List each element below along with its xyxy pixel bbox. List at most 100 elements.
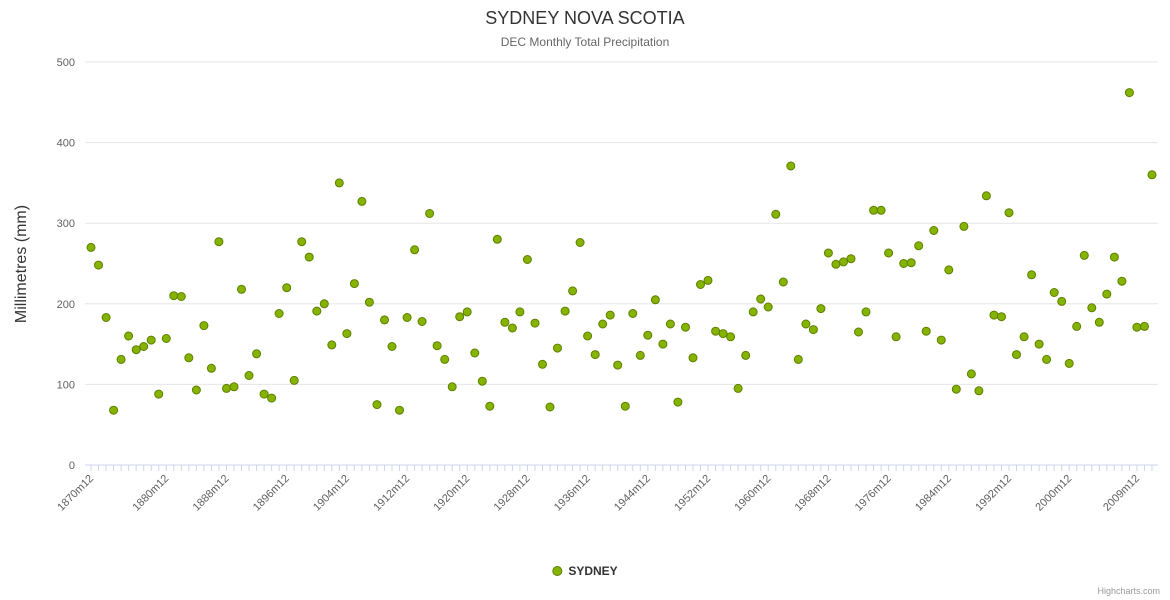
data-point[interactable] <box>846 254 856 264</box>
data-point[interactable] <box>161 334 171 343</box>
data-point[interactable] <box>522 255 532 264</box>
data-point[interactable] <box>658 339 668 349</box>
data-point[interactable] <box>989 310 999 320</box>
data-point[interactable] <box>643 330 653 340</box>
data-point[interactable] <box>688 353 698 363</box>
data-point[interactable] <box>951 384 961 394</box>
data-point[interactable] <box>891 332 901 342</box>
data-point[interactable] <box>613 360 623 370</box>
data-point[interactable] <box>854 327 863 337</box>
data-point[interactable] <box>899 259 909 268</box>
data-point[interactable] <box>876 205 886 215</box>
data-point[interactable] <box>839 257 848 267</box>
data-point[interactable] <box>319 299 329 309</box>
data-point[interactable] <box>191 385 201 395</box>
data-point[interactable] <box>1004 208 1014 218</box>
data-point[interactable] <box>1109 252 1119 262</box>
data-point[interactable] <box>1042 354 1052 364</box>
data-point[interactable] <box>711 326 721 336</box>
data-point[interactable] <box>274 309 284 318</box>
data-point[interactable] <box>199 321 209 331</box>
data-point[interactable] <box>500 317 510 327</box>
data-point[interactable] <box>1147 170 1157 180</box>
data-point[interactable] <box>124 331 134 341</box>
data-point[interactable] <box>334 178 344 188</box>
data-point[interactable] <box>665 319 675 329</box>
data-point[interactable] <box>1079 250 1089 260</box>
data-point[interactable] <box>771 209 781 219</box>
data-point[interactable] <box>267 393 277 403</box>
data-point[interactable] <box>966 369 976 379</box>
data-point[interactable] <box>1140 321 1149 331</box>
data-point[interactable] <box>1087 303 1097 313</box>
data-point[interactable] <box>635 350 645 360</box>
data-point[interactable] <box>447 382 457 392</box>
data-point[interactable] <box>312 306 322 316</box>
data-point[interactable] <box>229 382 239 392</box>
data-point[interactable] <box>507 323 517 333</box>
data-point[interactable] <box>831 259 841 269</box>
legend-item-sydney[interactable]: SYDNEY <box>552 564 618 578</box>
data-point[interactable] <box>861 307 871 317</box>
data-point[interactable] <box>1034 339 1044 349</box>
data-point[interactable] <box>981 191 991 201</box>
data-point[interactable] <box>530 318 540 328</box>
data-point[interactable] <box>206 363 216 373</box>
data-point[interactable] <box>116 354 126 364</box>
data-point[interactable] <box>282 283 292 293</box>
data-point[interactable] <box>553 343 562 353</box>
data-point[interactable] <box>402 313 412 322</box>
data-point[interactable] <box>342 329 352 339</box>
data-point[interactable] <box>462 307 472 317</box>
data-point[interactable] <box>1049 288 1059 297</box>
data-point[interactable] <box>673 397 683 407</box>
data-point[interactable] <box>681 322 690 332</box>
data-point[interactable] <box>515 307 525 317</box>
data-point[interactable] <box>997 312 1006 322</box>
data-point[interactable] <box>1117 276 1127 286</box>
data-point[interactable] <box>252 349 262 359</box>
data-point[interactable] <box>101 313 111 322</box>
data-point[interactable] <box>620 401 630 411</box>
data-point[interactable] <box>470 348 480 358</box>
data-point[interactable] <box>583 331 593 341</box>
data-point[interactable] <box>590 350 600 360</box>
highcharts-credits[interactable]: Highcharts.com <box>1097 586 1160 596</box>
data-point[interactable] <box>154 389 164 399</box>
data-point[interactable] <box>793 354 803 364</box>
data-point[interactable] <box>598 319 608 329</box>
data-point[interactable] <box>906 258 916 268</box>
data-point[interactable] <box>485 401 495 411</box>
data-point[interactable] <box>703 275 713 285</box>
data-point[interactable] <box>395 405 404 415</box>
data-point[interactable] <box>914 241 924 251</box>
data-point[interactable] <box>944 265 954 275</box>
data-point[interactable] <box>304 252 314 262</box>
data-point[interactable] <box>568 286 578 296</box>
data-point[interactable] <box>492 234 502 244</box>
data-point[interactable] <box>778 277 788 287</box>
data-point[interactable] <box>786 161 796 171</box>
data-point[interactable] <box>741 350 751 360</box>
data-point[interactable] <box>222 383 231 393</box>
data-point[interactable] <box>417 317 427 326</box>
data-point[interactable] <box>139 342 149 351</box>
data-point[interactable] <box>959 221 969 231</box>
data-point[interactable] <box>380 315 389 325</box>
data-point[interactable] <box>357 196 367 206</box>
data-point[interactable] <box>184 353 194 363</box>
data-point[interactable] <box>1012 350 1021 360</box>
data-point[interactable] <box>929 226 939 235</box>
data-point[interactable] <box>237 284 246 294</box>
data-point[interactable] <box>94 260 103 270</box>
data-point[interactable] <box>169 291 179 301</box>
data-point[interactable] <box>1102 289 1112 299</box>
data-point[interactable] <box>801 319 811 329</box>
data-point[interactable] <box>146 335 156 345</box>
data-point[interactable] <box>176 292 186 301</box>
data-point[interactable] <box>387 342 397 351</box>
data-point[interactable] <box>372 400 382 410</box>
data-point[interactable] <box>1019 332 1029 342</box>
data-point[interactable] <box>432 341 442 351</box>
data-point[interactable] <box>605 310 615 320</box>
